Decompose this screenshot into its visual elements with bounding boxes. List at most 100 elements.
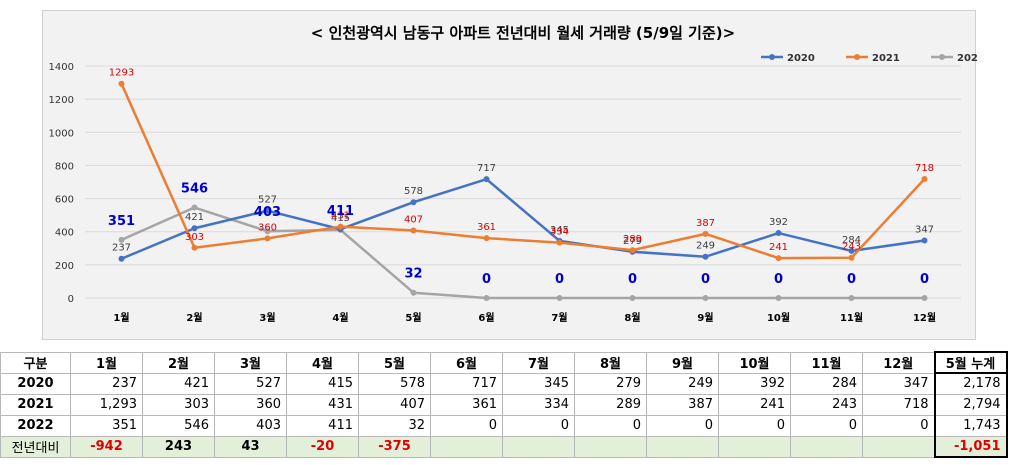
table-cell: 546	[142, 414, 215, 437]
data-point	[702, 295, 709, 301]
y-tick-label: 800	[55, 161, 74, 172]
table-cell: 415	[286, 372, 359, 395]
table-cell: 407	[358, 393, 431, 416]
table-cell: 0	[502, 414, 575, 437]
legend-marker	[769, 54, 775, 60]
data-point	[483, 295, 490, 301]
table-cell: 0	[862, 414, 935, 437]
table-cell: -20	[286, 435, 359, 458]
data-label: 334	[550, 227, 569, 238]
x-tick-label: 10월	[767, 312, 790, 324]
x-tick-label: 4월	[332, 312, 348, 324]
data-point	[264, 235, 271, 242]
table-cell	[646, 435, 719, 458]
x-tick-label: 7월	[551, 312, 567, 324]
table-header-cell: 4월	[286, 351, 359, 374]
table-cell: 578	[358, 372, 431, 395]
table-cell: 0	[790, 414, 863, 437]
data-label: 361	[477, 222, 496, 233]
table-cell: 284	[790, 372, 863, 395]
x-tick-label: 1월	[113, 312, 129, 324]
data-point	[118, 255, 125, 262]
table-cell: 351	[70, 414, 143, 437]
table-row: 2021 1,293 303 360 431 407 361 334 289 387 241 243 7…	[0, 393, 1008, 416]
data-point	[848, 295, 855, 301]
legend-label-2022: 2022	[957, 53, 977, 64]
table-header-cell: 1월	[70, 351, 143, 374]
table-cell: 421	[142, 372, 215, 395]
table-row: 2022 351 546 403 411 32 0 0 0 0 0 0 0 1,743	[0, 414, 1008, 437]
table-cell: 345	[502, 372, 575, 395]
data-label: 0	[701, 272, 710, 287]
data-label: 0	[628, 272, 637, 287]
table-cell: 0	[574, 414, 647, 437]
table-cell: 0	[646, 414, 719, 437]
table-cell	[862, 435, 935, 458]
data-label: 303	[185, 232, 204, 243]
data-label: 527	[258, 195, 277, 206]
table-header-cell: 10월	[718, 351, 791, 374]
table-cell: 279	[574, 372, 647, 395]
table-cell: 243	[790, 393, 863, 416]
table-diff-row: 전년대비 -942 243 43 -20 -375 -1,051	[0, 435, 1008, 458]
table-header-cell: 구분	[0, 351, 71, 374]
chart-title: < 인천광역시 남동구 아파트 전년대비 월세 거래량 (5/9일 기준)>	[311, 24, 735, 42]
data-label: 345	[550, 225, 569, 236]
data-label: 718	[915, 163, 934, 174]
x-tick-label: 3월	[259, 312, 275, 324]
table-header-cell: 5월 누계	[933, 351, 1008, 374]
line-chart: < 인천광역시 남동구 아파트 전년대비 월세 거래량 (5/9일 기준)> 0 2…	[49, 24, 977, 324]
data-label: 407	[404, 215, 423, 226]
series-line-2022	[120, 206, 925, 300]
x-tick-label: 12월	[913, 312, 936, 324]
table-total-cell: 2,178	[933, 372, 1008, 395]
data-point	[629, 295, 636, 301]
table-row: 2020 237 421 527 415 578 717 345 279 249 392 284 347…	[0, 372, 1008, 395]
table-cell: 237	[70, 372, 143, 395]
data-point	[118, 80, 125, 87]
data-point	[264, 207, 271, 214]
table-header-cell: 7월	[502, 351, 575, 374]
data-label: 421	[185, 212, 204, 223]
data-point	[337, 223, 344, 230]
data-point	[775, 255, 782, 262]
table-cell: 32	[358, 414, 431, 437]
table-cell	[790, 435, 863, 458]
legend-marker	[939, 54, 945, 60]
legend-label-2021: 2021	[872, 53, 900, 64]
data-label: 387	[696, 218, 715, 229]
data-point	[921, 176, 928, 183]
data-label: 347	[915, 224, 934, 235]
table-header-cell: 12월	[862, 351, 935, 374]
data-label: 360	[258, 222, 277, 233]
legend-label-2020: 2020	[787, 53, 815, 64]
data-label: 241	[769, 242, 788, 253]
y-tick-label: 400	[55, 228, 74, 239]
series-line-2020	[121, 177, 925, 260]
data-label: 0	[847, 272, 856, 287]
data-point	[410, 227, 417, 234]
data-label: 0	[482, 272, 491, 287]
table-cell	[502, 435, 575, 458]
data-point	[191, 244, 198, 251]
data-label: 279	[623, 236, 642, 247]
table-cell: 289	[574, 393, 647, 416]
table-header-cell: 3월	[214, 351, 287, 374]
data-label: 284	[842, 235, 861, 246]
data-point	[775, 295, 782, 301]
data-point	[483, 176, 490, 183]
table-cell: 243	[142, 435, 215, 458]
series-line-2021	[120, 83, 926, 260]
data-point	[848, 254, 855, 261]
data-label: 403	[254, 205, 281, 220]
table-cell: 431	[286, 393, 359, 416]
table-cell: 334	[502, 393, 575, 416]
data-label: 0	[555, 272, 564, 287]
chart-area: < 인천광역시 남동구 아파트 전년대비 월세 거래량 (5/9일 기준)> 0 2…	[42, 10, 977, 340]
table-header-row: 구분 1월 2월 3월 4월 5월 6월 7월 8월 9월 10월 11월 12월 5월 누계	[0, 351, 1008, 374]
data-point	[848, 247, 855, 254]
table-cell: 303	[142, 393, 215, 416]
data-label: 249	[696, 241, 715, 252]
x-tick-label: 9월	[697, 312, 713, 324]
table-cell: 241	[718, 393, 791, 416]
